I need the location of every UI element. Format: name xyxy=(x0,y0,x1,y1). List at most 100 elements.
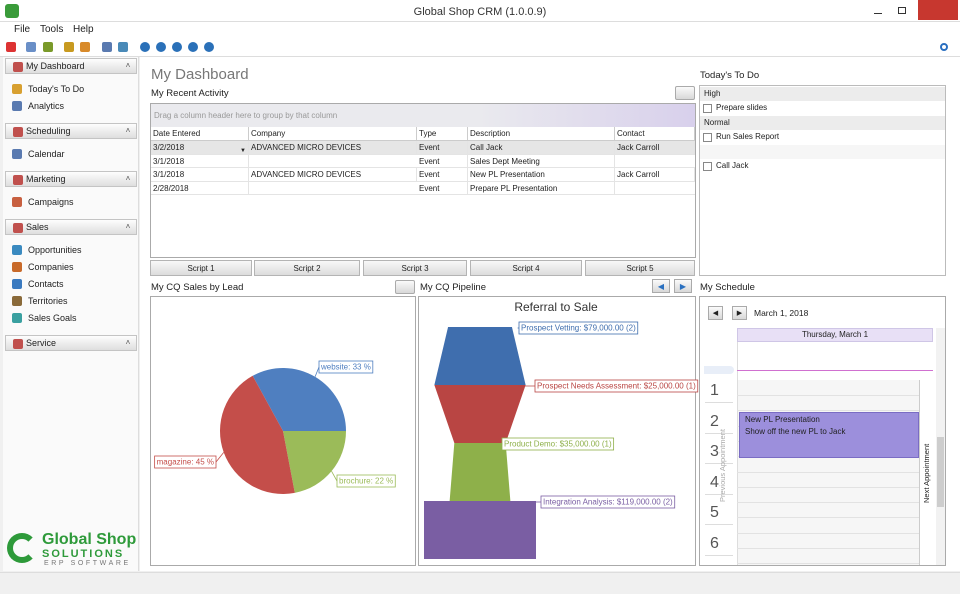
sidebar-item[interactable]: Analytics xyxy=(28,101,65,111)
toolbar-button[interactable] xyxy=(204,42,214,52)
slot-line xyxy=(737,548,933,549)
minimize-button[interactable] xyxy=(868,4,888,18)
column-header[interactable]: Contact xyxy=(615,127,695,141)
todo-item: Call Jack xyxy=(716,161,749,170)
prev-day-button[interactable]: ◀ xyxy=(708,306,723,320)
item-icon xyxy=(12,245,22,255)
current-line xyxy=(737,370,933,371)
sidebar-item[interactable]: Today's To Do xyxy=(28,84,85,94)
script-button[interactable]: Script 3 xyxy=(363,260,467,276)
hour-line xyxy=(705,432,733,434)
panel-title: My Schedule xyxy=(700,282,755,293)
activity-grid: Drag a column header here to group by th… xyxy=(150,103,696,258)
sidebar-header[interactable]: Service ˄ xyxy=(5,335,137,351)
sidebar xyxy=(3,57,139,571)
scroll-thumb[interactable] xyxy=(937,437,944,507)
next-button[interactable]: ▶ xyxy=(674,279,692,293)
section-icon xyxy=(13,127,23,137)
search-box[interactable] xyxy=(832,41,950,55)
script-button[interactable]: Script 1 xyxy=(150,260,252,276)
sidebar-item[interactable]: Contacts xyxy=(28,279,64,289)
grid-cell: Call Jack xyxy=(468,141,615,155)
sidebar-header[interactable]: Scheduling ˄ xyxy=(5,123,137,139)
column-header[interactable]: Company xyxy=(249,127,417,141)
grid-row[interactable] xyxy=(151,168,695,182)
toolbar-button[interactable] xyxy=(188,42,198,52)
logo-line3: ERP SOFTWARE xyxy=(44,560,131,567)
grid-cell: Prepare PL Presentation xyxy=(468,181,615,195)
day-header: Thursday, March 1 xyxy=(737,328,933,342)
todo-list: High Prepare slides Normal Run Sales Report… xyxy=(699,85,946,276)
maximize-button[interactable] xyxy=(892,4,912,18)
sidebar-header[interactable]: Marketing ˄ xyxy=(5,171,137,187)
sidebar-item[interactable]: Calendar xyxy=(28,149,65,159)
sidebar-header[interactable]: Sales ˄ xyxy=(5,219,137,235)
sidebar-item[interactable]: Opportunities xyxy=(28,245,82,255)
item-icon xyxy=(12,84,22,94)
logo-line2: SOLUTIONS xyxy=(42,548,125,560)
row-dropdown[interactable]: ▼ xyxy=(240,148,246,154)
slot-line xyxy=(737,486,933,488)
menu-item[interactable]: Tools xyxy=(40,24,64,35)
chevron: ˄ xyxy=(125,338,131,347)
grid-cell: 2/28/2018 xyxy=(151,181,249,195)
refresh-button[interactable] xyxy=(395,280,415,294)
toolbar-button[interactable] xyxy=(43,42,53,52)
script-button[interactable]: Script 5 xyxy=(585,260,695,276)
grid-row[interactable] xyxy=(151,155,695,168)
refresh-button[interactable] xyxy=(675,86,695,100)
toolbar-button[interactable] xyxy=(64,42,74,52)
grid-cell: Event xyxy=(417,154,468,168)
sidebar-item[interactable]: Campaigns xyxy=(28,197,74,207)
toolbar-button[interactable] xyxy=(140,42,150,52)
toolbar-button[interactable] xyxy=(118,42,128,52)
app-icon xyxy=(5,4,19,18)
sidebar-item[interactable]: Territories xyxy=(28,296,68,306)
menu-item[interactable]: Help xyxy=(73,24,94,35)
close-button[interactable] xyxy=(918,0,958,20)
toolbar-button[interactable] xyxy=(6,42,16,52)
grid-row[interactable] xyxy=(151,141,695,155)
next-strip xyxy=(919,380,933,565)
status-bar xyxy=(0,572,960,594)
hour-label: 1 xyxy=(710,382,719,399)
next-day-button[interactable]: ▶ xyxy=(732,306,747,320)
sidebar-header[interactable]: My Dashboard ˄ xyxy=(5,58,137,74)
item-icon xyxy=(12,279,22,289)
section-icon xyxy=(13,339,23,349)
toolbar-button[interactable] xyxy=(172,42,182,52)
checkbox[interactable] xyxy=(703,104,712,113)
column-header[interactable]: Date Entered xyxy=(151,127,249,141)
column-header[interactable]: Description xyxy=(468,127,615,141)
menu-bar xyxy=(0,22,960,38)
slot-line xyxy=(737,532,933,534)
next-appointment[interactable]: Next Appointment xyxy=(922,443,931,503)
script-button[interactable]: Script 2 xyxy=(254,260,360,276)
column-header[interactable]: Type xyxy=(417,127,468,141)
item-icon xyxy=(12,296,22,306)
toolbar-button[interactable] xyxy=(102,42,112,52)
hour-line xyxy=(705,402,733,403)
toolbar-button[interactable] xyxy=(80,42,90,52)
script-button[interactable]: Script 4 xyxy=(470,260,582,276)
previous-appointment[interactable]: Previous Appointment xyxy=(718,429,727,502)
toolbar-button[interactable] xyxy=(156,42,166,52)
hour-label: 2 xyxy=(710,412,719,430)
checkbox[interactable] xyxy=(703,162,712,171)
section-icon xyxy=(13,223,23,233)
search-icon[interactable] xyxy=(940,43,948,51)
item-icon xyxy=(12,262,22,272)
toolbar-button[interactable] xyxy=(26,42,36,52)
grid-row[interactable] xyxy=(151,182,695,195)
prev-button[interactable]: ◀ xyxy=(652,279,670,293)
pie-panel xyxy=(150,296,416,566)
menu-item[interactable]: File xyxy=(14,24,31,35)
hour-line xyxy=(705,493,733,495)
checkbox[interactable] xyxy=(703,133,712,142)
hour-label: 3 xyxy=(710,443,719,461)
todo-group: Normal xyxy=(700,116,945,130)
sidebar-item[interactable]: Sales Goals xyxy=(28,313,77,323)
grid-cell: Event xyxy=(417,141,468,155)
appointment[interactable]: New PL Presentation Show off the new PL t… xyxy=(739,412,919,458)
sidebar-item[interactable]: Companies xyxy=(28,262,74,272)
